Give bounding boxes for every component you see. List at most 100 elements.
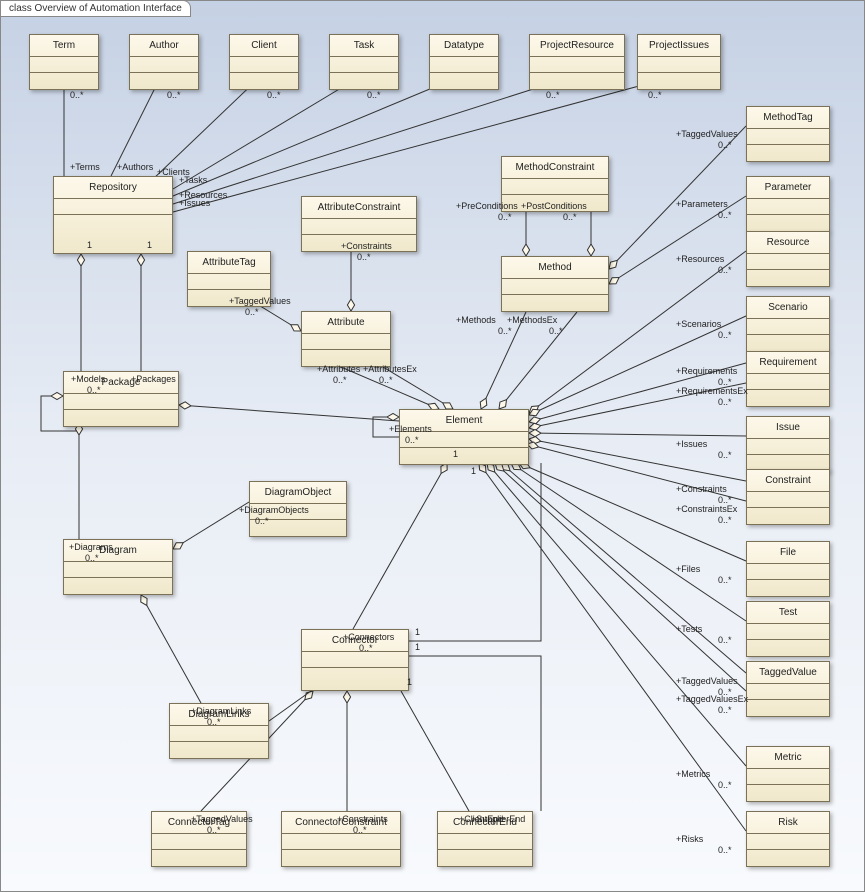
class-name: Constraint: [747, 470, 829, 492]
edge-label: 0..*: [718, 635, 732, 645]
class-issue: Issue: [746, 416, 830, 472]
edge-label: +DiagramLinks: [191, 706, 251, 716]
edge-label: 1: [147, 240, 152, 250]
edge-label: +RequirementsEx: [676, 386, 748, 396]
class-name: Repository: [54, 177, 172, 199]
edge-label: 0..*: [718, 397, 732, 407]
edge-label: +Elements: [389, 424, 432, 434]
class-term: Term: [29, 34, 99, 90]
class-risk: Risk: [746, 811, 830, 867]
class-name: AttributeTag: [188, 252, 270, 274]
edge-label: 0..*: [718, 515, 732, 525]
edge-label: 0..*: [267, 90, 281, 100]
edge-label: +Constraints: [341, 241, 392, 251]
class-name: AttributeConstraint: [302, 197, 416, 219]
edge-label: +Parameters: [676, 199, 728, 209]
class-name: TaggedValue: [747, 662, 829, 684]
edge-label: +Tests: [676, 624, 702, 634]
edge-label: +Files: [676, 564, 700, 574]
edge-label: 1: [407, 677, 412, 687]
edge-label: 0..*: [718, 210, 732, 220]
class-name: File: [747, 542, 829, 564]
edge-label: +ConstraintsEx: [676, 504, 737, 514]
edge-label: +Constraints: [676, 484, 727, 494]
class-attribute: Attribute: [301, 311, 391, 367]
edge-label: 0..*: [85, 553, 99, 563]
edge-label: +Issues: [179, 198, 210, 208]
edge-label: +Terms: [70, 162, 100, 172]
edge-label: 0..*: [333, 375, 347, 385]
class-name: DiagramObject: [250, 482, 346, 504]
edge-label: +Metrics: [676, 769, 710, 779]
edge-label: 1: [415, 627, 420, 637]
edge-label: +AttributesEx: [363, 364, 417, 374]
edge-label: 0..*: [718, 265, 732, 275]
edge-label: 1: [87, 240, 92, 250]
class-name: Client: [230, 35, 298, 57]
class-test: Test: [746, 601, 830, 657]
class-file: File: [746, 541, 830, 597]
edge-label: 1: [453, 449, 458, 459]
edge-label: 0..*: [718, 705, 732, 715]
edge-label: 1: [471, 466, 476, 476]
edge-label: 0..*: [359, 643, 373, 653]
diagram-canvas: class Overview of Automation Interface T…: [0, 0, 865, 892]
edge-label: +TaggedValuesEx: [676, 694, 748, 704]
edge-label: 0..*: [379, 375, 393, 385]
edge-label: 0..*: [718, 140, 732, 150]
edge-label: +TaggedValues: [191, 814, 253, 824]
edge-label: +Connectors: [343, 632, 394, 642]
class-repository: Repository: [53, 176, 173, 254]
class-projectresource: ProjectResource: [529, 34, 625, 90]
edge-label: +Constraints: [337, 814, 388, 824]
edge-label: +Scenarios: [676, 319, 721, 329]
edge-label: +Risks: [676, 834, 703, 844]
edge-label: 0..*: [498, 326, 512, 336]
edge-label: +Diagrams: [69, 542, 113, 552]
edge-label: +PreConditions: [456, 201, 518, 211]
edge-label: +Authors: [117, 162, 153, 172]
edge-label: 0..*: [255, 516, 269, 526]
edge-label: 0..*: [87, 385, 101, 395]
edge-label: 0..*: [549, 326, 563, 336]
class-name: Requirement: [747, 352, 829, 374]
edge-label: +Tasks: [179, 175, 207, 185]
class-scenario: Scenario: [746, 296, 830, 352]
edge-label: 0..*: [718, 450, 732, 460]
edge-label: 0..*: [648, 90, 662, 100]
edge-label: 0..*: [207, 717, 221, 727]
edge-label: 0..*: [563, 212, 577, 222]
class-name: Term: [30, 35, 98, 57]
edge-label: 0..*: [353, 825, 367, 835]
class-metric: Metric: [746, 746, 830, 802]
edge-label: 0..*: [245, 307, 259, 317]
class-resource: Resource: [746, 231, 830, 287]
class-name: ProjectIssues: [638, 35, 720, 57]
class-name: Task: [330, 35, 398, 57]
edge-label: 0..*: [207, 825, 221, 835]
edge-label: 0..*: [546, 90, 560, 100]
class-parameter: Parameter: [746, 176, 830, 232]
edge-label: 0..*: [70, 90, 84, 100]
class-name: Risk: [747, 812, 829, 834]
class-name: Scenario: [747, 297, 829, 319]
class-name: Attribute: [302, 312, 390, 334]
edge-label: 0..*: [167, 90, 181, 100]
class-name: Parameter: [747, 177, 829, 199]
class-client: Client: [229, 34, 299, 90]
class-name: Resource: [747, 232, 829, 254]
edge-label: +DiagramObjects: [239, 505, 309, 515]
class-name: Issue: [747, 417, 829, 439]
class-task: Task: [329, 34, 399, 90]
diagram-title: class Overview of Automation Interface: [0, 0, 191, 17]
edge-label: +Models: [71, 374, 105, 384]
class-name: Method: [502, 257, 608, 279]
class-name: Test: [747, 602, 829, 624]
edge-label: +Methods: [456, 315, 496, 325]
edge-label: 0..*: [405, 435, 419, 445]
class-name: Metric: [747, 747, 829, 769]
class-name: MethodTag: [747, 107, 829, 129]
edge-label: +Packages: [131, 374, 176, 384]
edge-label: 0..*: [498, 212, 512, 222]
edge-label: +Attributes: [317, 364, 360, 374]
